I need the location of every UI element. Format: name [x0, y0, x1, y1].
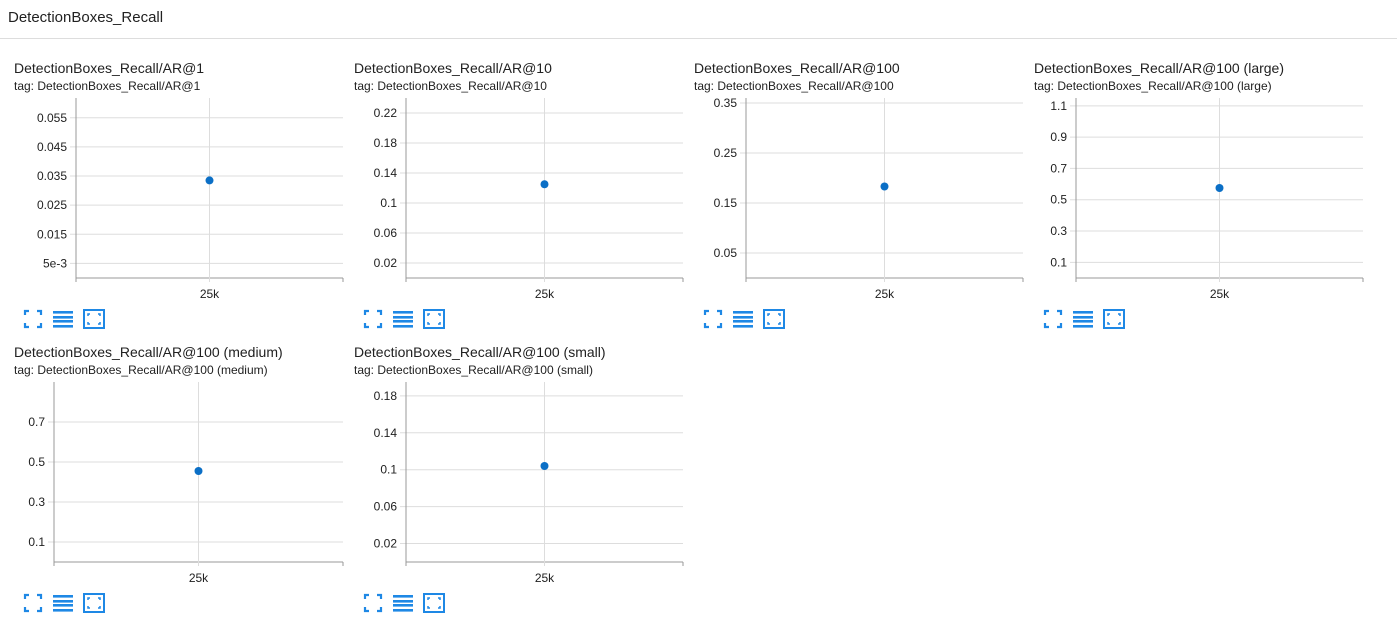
y-tick-label: 0.05	[714, 246, 738, 260]
chart-tag: tag: DetectionBoxes_Recall/AR@100 (small…	[354, 363, 593, 377]
y-tick-label: 0.14	[374, 166, 398, 180]
data-point[interactable]	[194, 467, 203, 475]
chart-plot[interactable]: 0.055 0.045 0.035 0.025 0.015 5e-3 25k	[14, 98, 344, 308]
chart-title: DetectionBoxes_Recall/AR@100 (medium)	[14, 344, 283, 360]
chart-plot[interactable]: 0.22 0.18 0.14 0.1 0.06 0.02 25k	[354, 98, 684, 308]
expand-icon[interactable]	[83, 308, 105, 330]
y-tick-label: 0.055	[37, 111, 67, 125]
fit-domain-icon[interactable]	[1042, 308, 1064, 330]
chart-tag: tag: DetectionBoxes_Recall/AR@100	[694, 79, 894, 93]
chart-tag: tag: DetectionBoxes_Recall/AR@1	[14, 79, 201, 93]
x-tick-label: 25k	[535, 287, 555, 301]
fit-domain-icon[interactable]	[22, 308, 44, 330]
chart-plot[interactable]: 1.1 0.9 0.7 0.5 0.3 0.1 25k	[1034, 98, 1364, 308]
expand-icon[interactable]	[763, 308, 785, 330]
x-tick-label: 25k	[200, 287, 220, 301]
toggle-log-scale-icon[interactable]	[1072, 308, 1094, 330]
y-tick-label: 0.3	[28, 495, 45, 509]
y-tick-label: 0.9	[1050, 130, 1067, 144]
expand-icon[interactable]	[83, 592, 105, 614]
x-tick-label: 25k	[535, 571, 555, 585]
chart-card: DetectionBoxes_Recall/AR@100 (small) tag:…	[354, 344, 684, 626]
y-tick-label: 0.22	[374, 106, 398, 120]
fit-domain-icon[interactable]	[362, 308, 384, 330]
x-tick-label: 25k	[875, 287, 895, 301]
expand-icon[interactable]	[423, 592, 445, 614]
y-tick-label: 0.5	[1050, 193, 1067, 207]
fit-domain-icon[interactable]	[362, 592, 384, 614]
toggle-log-scale-icon[interactable]	[732, 308, 754, 330]
y-tick-label: 0.1	[28, 535, 45, 549]
chart-title: DetectionBoxes_Recall/AR@100	[694, 60, 900, 76]
x-tick-label: 25k	[1210, 287, 1230, 301]
chart-card: DetectionBoxes_Recall/AR@10 tag: Detectio…	[354, 60, 684, 342]
fit-domain-icon[interactable]	[702, 308, 724, 330]
chart-title: DetectionBoxes_Recall/AR@100 (large)	[1034, 60, 1284, 76]
y-tick-label: 0.045	[37, 140, 67, 154]
expand-icon[interactable]	[423, 308, 445, 330]
chart-title: DetectionBoxes_Recall/AR@100 (small)	[354, 344, 606, 360]
chart-tag: tag: DetectionBoxes_Recall/AR@100 (mediu…	[14, 363, 268, 377]
chart-card: DetectionBoxes_Recall/AR@100 (medium) tag…	[14, 344, 344, 626]
chart-plot[interactable]: 0.7 0.5 0.3 0.1 25k	[14, 382, 344, 592]
page-header: DetectionBoxes_Recall	[0, 0, 1397, 39]
y-tick-label: 0.015	[37, 227, 67, 241]
y-tick-label: 0.1	[1050, 255, 1067, 269]
chart-plot[interactable]: 0.35 0.25 0.15 0.05 25k	[694, 98, 1024, 308]
chart-card: DetectionBoxes_Recall/AR@100 tag: Detecti…	[694, 60, 1024, 342]
fit-domain-icon[interactable]	[22, 592, 44, 614]
chart-title: DetectionBoxes_Recall/AR@10	[354, 60, 552, 76]
y-tick-label: 0.035	[37, 169, 67, 183]
chart-tag: tag: DetectionBoxes_Recall/AR@100 (large…	[1034, 79, 1272, 93]
y-tick-label: 0.35	[714, 98, 738, 110]
y-tick-label: 0.14	[374, 426, 398, 440]
y-tick-label: 0.02	[374, 537, 398, 551]
y-tick-label: 0.02	[374, 256, 398, 270]
y-tick-label: 0.18	[374, 136, 398, 150]
y-tick-label: 0.06	[374, 226, 398, 240]
y-tick-label: 0.18	[374, 389, 398, 403]
chart-tag: tag: DetectionBoxes_Recall/AR@10	[354, 79, 547, 93]
data-point[interactable]	[540, 462, 549, 470]
data-point[interactable]	[540, 180, 549, 189]
toggle-log-scale-icon[interactable]	[52, 308, 74, 330]
data-point[interactable]	[880, 182, 889, 191]
toggle-log-scale-icon[interactable]	[392, 308, 414, 330]
y-tick-label: 0.1	[380, 196, 397, 210]
y-tick-label: 5e-3	[43, 256, 67, 270]
expand-icon[interactable]	[1103, 308, 1125, 330]
chart-plot[interactable]: 0.18 0.14 0.1 0.06 0.02 25k	[354, 382, 684, 592]
y-tick-label: 0.1	[380, 463, 397, 477]
y-tick-label: 0.7	[1050, 161, 1067, 175]
chart-title: DetectionBoxes_Recall/AR@1	[14, 60, 205, 76]
data-point[interactable]	[1215, 184, 1224, 192]
chart-card: DetectionBoxes_Recall/AR@100 (large) tag:…	[1034, 60, 1364, 342]
y-tick-label: 0.025	[37, 198, 67, 212]
y-tick-label: 0.06	[374, 500, 398, 514]
toggle-log-scale-icon[interactable]	[52, 592, 74, 614]
y-tick-label: 0.7	[28, 415, 45, 429]
group-title: DetectionBoxes_Recall	[8, 9, 164, 26]
y-tick-label: 1.1	[1050, 99, 1067, 113]
toggle-log-scale-icon[interactable]	[392, 592, 414, 614]
chart-card: DetectionBoxes_Recall/AR@1 tag: Detection…	[14, 60, 344, 342]
data-point[interactable]	[205, 176, 214, 185]
y-tick-label: 0.5	[28, 455, 45, 469]
y-tick-label: 0.3	[1050, 224, 1067, 238]
y-tick-label: 0.15	[714, 196, 738, 210]
x-tick-label: 25k	[189, 571, 209, 585]
y-tick-label: 0.25	[714, 146, 738, 160]
